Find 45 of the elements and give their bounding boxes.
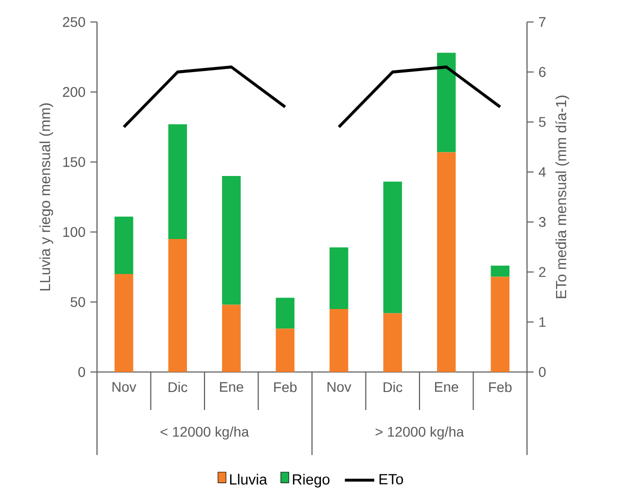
x-tick-label: Ene xyxy=(435,382,458,392)
bar xyxy=(330,247,348,309)
legend-label: Riego xyxy=(292,474,330,488)
x-tick-label: Dic xyxy=(384,382,402,392)
x-tick-label: Ene xyxy=(220,382,244,392)
bar xyxy=(168,239,187,372)
bar xyxy=(222,304,241,372)
bar xyxy=(114,274,134,372)
bar xyxy=(437,52,456,152)
y-tick-label: 200 xyxy=(62,87,86,97)
bar xyxy=(222,176,241,305)
bar xyxy=(437,152,456,372)
y2-tick-label: 2 xyxy=(539,267,546,277)
y2-tick-label: 6 xyxy=(539,67,546,77)
bar xyxy=(490,266,510,277)
y2-tick-label: 4 xyxy=(538,167,546,177)
bar xyxy=(490,276,510,372)
y2-tick-label: 5 xyxy=(538,117,546,127)
x-tick-label: Nov xyxy=(328,382,352,392)
y-tick-label: 100 xyxy=(63,227,86,237)
x-tick-label: Feb xyxy=(489,382,512,392)
y2-axis-title: ETo media mensual (mm día-1) xyxy=(555,96,570,298)
y2-tick-label: 7 xyxy=(539,17,546,27)
bar xyxy=(114,216,134,274)
bar xyxy=(330,309,348,372)
x-tick-label: Dic xyxy=(168,382,188,392)
bar xyxy=(383,182,402,314)
x-tick-label: Nov xyxy=(112,382,136,392)
bar xyxy=(168,124,187,239)
y-tick-label: 250 xyxy=(62,17,86,27)
x-tick-label: Feb xyxy=(274,382,297,392)
legend-label: Lluvia xyxy=(230,474,268,485)
y-tick-label: 0 xyxy=(78,367,86,377)
y-tick-label: 50 xyxy=(70,297,86,307)
text: < 12000 kg/ha xyxy=(160,426,250,440)
y2-tick-label: 0 xyxy=(538,367,546,377)
legend-label: ETo xyxy=(380,474,404,484)
y-tick-label: 150 xyxy=(63,157,86,167)
bar xyxy=(276,328,294,372)
y2-tick-label: 3 xyxy=(538,217,546,227)
y2-tick-label: 1 xyxy=(539,317,546,327)
bar xyxy=(276,298,294,329)
y-axis-title: LLuvia y riego mensual (mm) xyxy=(39,103,54,290)
bar xyxy=(383,313,402,372)
text: > 12000 kg/ha xyxy=(376,426,464,440)
